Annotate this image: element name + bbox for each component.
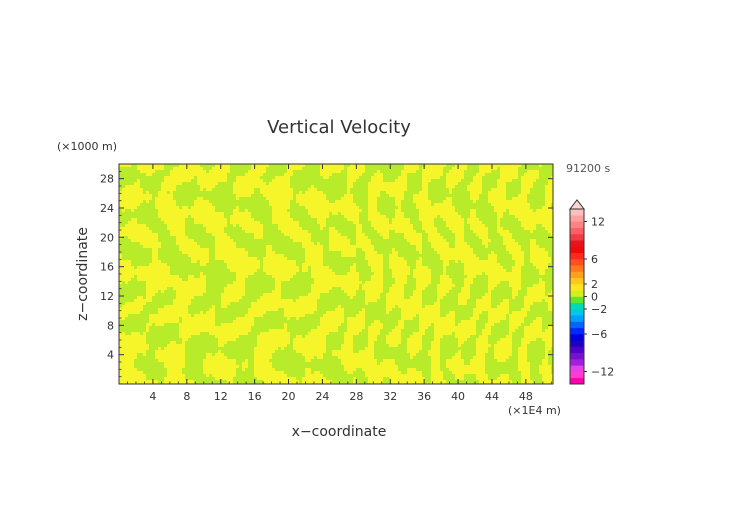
colorbar-band	[570, 352, 584, 360]
time-label: 91200 s	[566, 162, 610, 175]
x-tick-label: 48	[519, 390, 533, 403]
x-tick-label: 4	[149, 390, 156, 403]
x-tick-label: 12	[214, 390, 228, 403]
field-negative-streaks	[119, 164, 553, 384]
x-tick-label: 44	[485, 390, 499, 403]
x-tick-label: 8	[183, 390, 190, 403]
x-tick-label: 20	[282, 390, 296, 403]
x-axis-label: x−coordinate	[292, 424, 387, 440]
y-tick-label: 16	[100, 261, 114, 274]
y-axis-label: z−coordinate	[75, 227, 91, 321]
colorbar-band	[570, 290, 584, 297]
x-tick-label: 36	[417, 390, 431, 403]
colorbar-band	[570, 215, 584, 222]
colorbar-band	[570, 227, 584, 235]
x-unit-label: (×1E4 m)	[508, 404, 561, 417]
colorbar-tick-label: −12	[591, 366, 614, 379]
colorbar-band	[570, 234, 584, 241]
colorbar-band	[570, 371, 584, 379]
x-tick-label: 24	[315, 390, 329, 403]
y-tick-label: 4	[107, 349, 114, 362]
colorbar-tick-label: 12	[591, 216, 605, 229]
colorbar-band	[570, 359, 584, 366]
y-tick-label: 24	[100, 202, 114, 215]
colorbar-band	[570, 302, 584, 310]
colorbar-band	[570, 334, 584, 341]
chart-title: Vertical Velocity	[267, 117, 411, 138]
colorbar-tick-label: −2	[591, 303, 607, 316]
y-tick-label: 20	[100, 231, 114, 244]
velocity-field	[119, 164, 553, 384]
y-tick-label: 8	[107, 319, 114, 332]
y-unit-label: (×1000 m)	[57, 140, 117, 153]
colorbar-band	[570, 284, 584, 291]
x-tick-label: 28	[349, 390, 363, 403]
colorbar-band	[570, 259, 584, 266]
colorbar-band	[570, 321, 584, 329]
colorbar-band	[570, 277, 584, 285]
colorbar-band	[570, 296, 584, 304]
colorbar-tick-label: 0	[591, 291, 598, 304]
colorbar-band	[570, 327, 584, 335]
colorbar-tick-label: −6	[591, 328, 607, 341]
colorbar-band	[570, 315, 584, 322]
colorbar-band	[570, 246, 584, 254]
colorbar-band	[570, 221, 584, 229]
x-tick-label: 32	[383, 390, 397, 403]
colorbar-band	[570, 271, 584, 279]
colorbar-tick-label: 6	[591, 253, 598, 266]
colorbar-band	[570, 240, 584, 247]
colorbar-extend-arrow	[568, 199, 586, 210]
y-tick-label: 12	[100, 290, 114, 303]
colorbar-band	[570, 265, 584, 272]
colorbar-tick-label: 2	[591, 278, 598, 291]
colorbar-band	[570, 365, 584, 372]
x-tick-label: 16	[248, 390, 262, 403]
x-tick-label: 40	[451, 390, 465, 403]
y-tick-label: 28	[100, 173, 114, 186]
colorbar-band	[570, 209, 584, 216]
colorbar-band	[570, 309, 584, 316]
colorbar-band	[570, 252, 584, 260]
colorbar: 12 6 20−2 −6 −12	[568, 199, 614, 385]
colorbar-band	[570, 346, 584, 354]
colorbar-band	[570, 377, 584, 385]
colorbar-band	[570, 340, 584, 347]
